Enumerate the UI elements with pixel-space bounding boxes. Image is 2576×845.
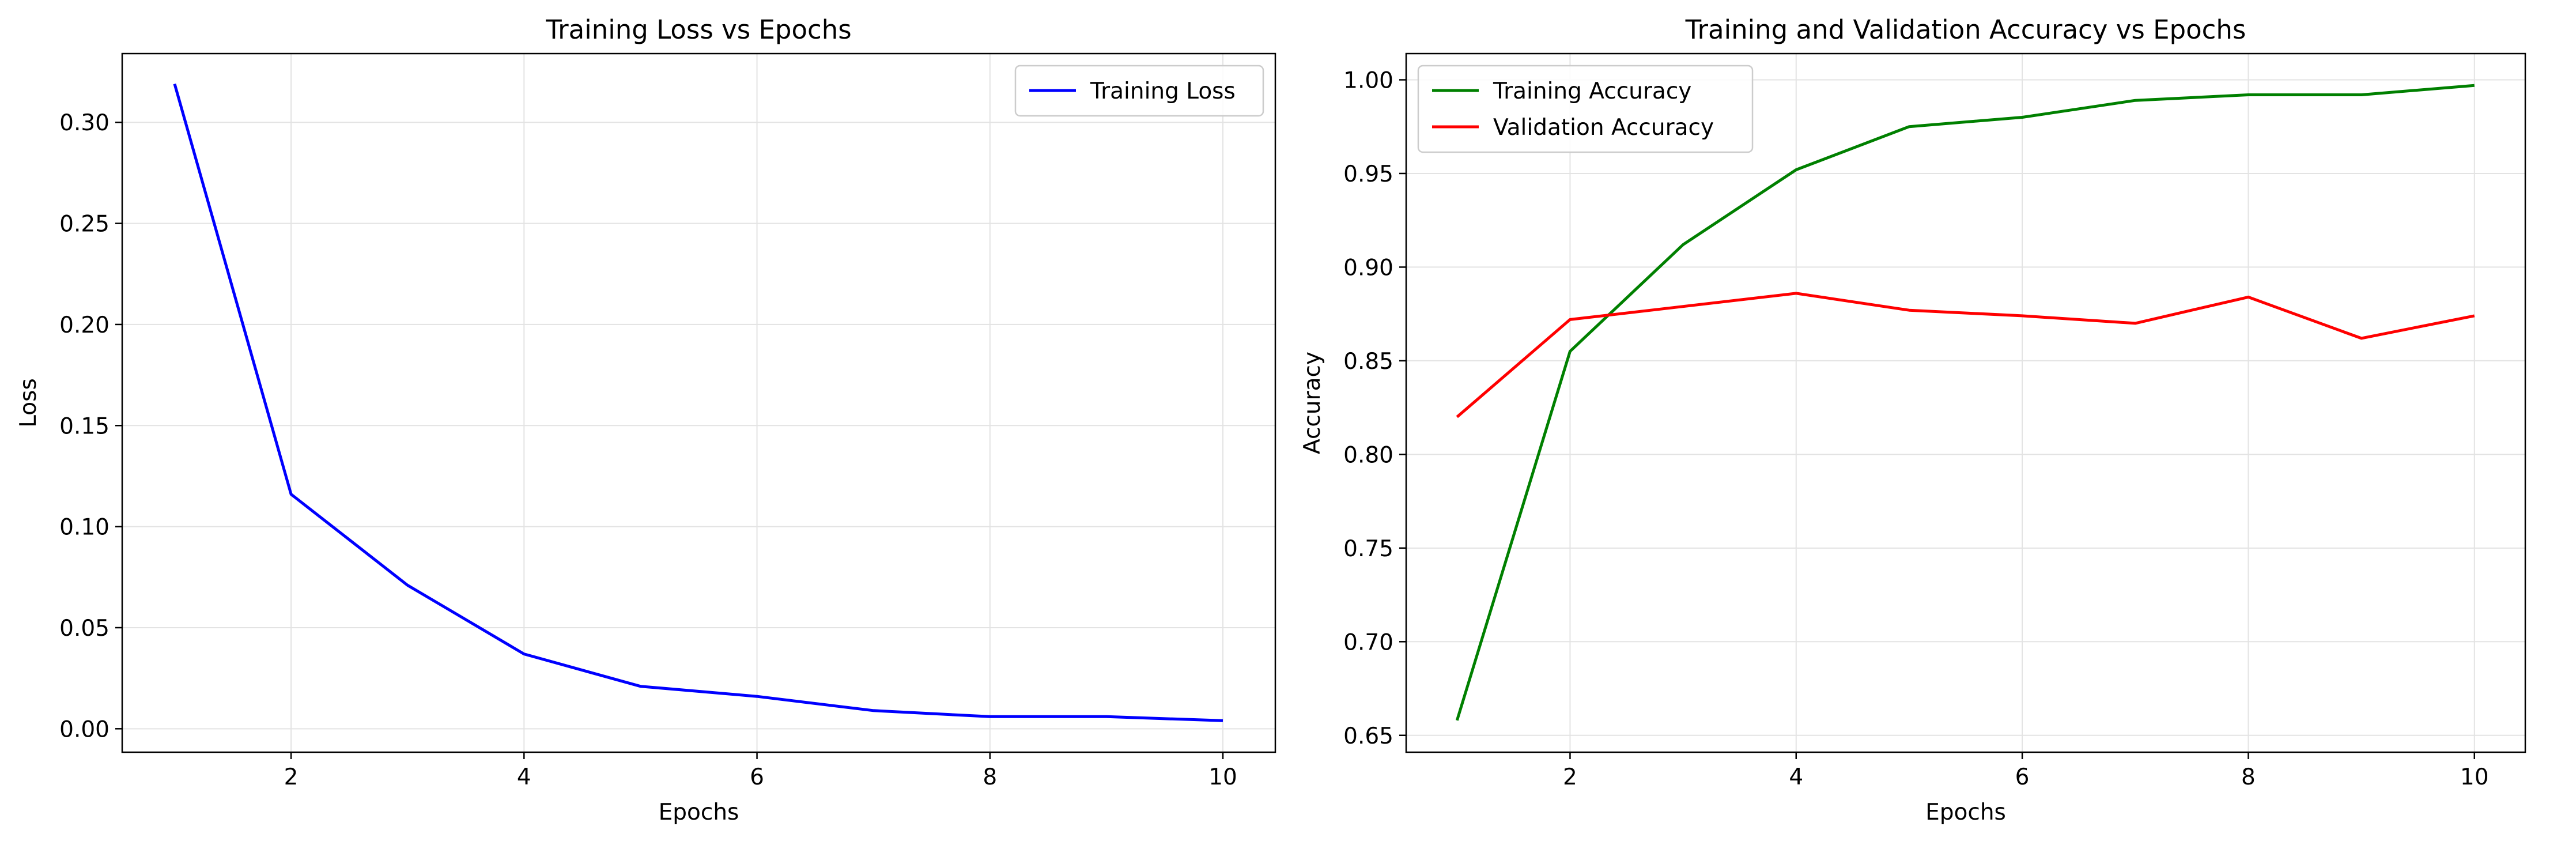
accuracy-chart: 2 4 6 8 10 0.65 0.70 0.75 0.80 0.85 0.90 0.95 1.00 Tr… — [1300, 14, 2526, 825]
loss-chart-title: Training Loss vs Epochs — [545, 14, 852, 45]
acc-xtick-label-2: 6 — [2015, 764, 2030, 790]
acc-legend-box — [1417, 65, 1754, 153]
acc-xtick-label-4: 10 — [2460, 764, 2489, 790]
loss-x-axis-label: Epochs — [659, 799, 739, 825]
loss-xtick-label-4: 10 — [1208, 764, 1237, 790]
acc-ytick-label-2: 0.75 — [1343, 536, 1393, 562]
loss-ytick-label-4: 0.20 — [59, 312, 109, 338]
acc-chart-title: Training and Validation Accuracy vs Epoc… — [1685, 14, 2246, 45]
loss-ytick-label-1: 0.05 — [59, 616, 109, 642]
loss-xtick-label-1: 4 — [517, 764, 531, 790]
loss-series-line-0 — [173, 83, 1223, 722]
acc-y-axis-label: Accuracy — [1300, 352, 1325, 454]
acc-ytick-label-4: 0.85 — [1343, 349, 1393, 375]
acc-series-line-0 — [1455, 84, 2475, 721]
loss-y-axis-label: Loss — [16, 378, 41, 428]
acc-series-line-1 — [1456, 292, 2475, 418]
acc-x-axis-label: Epochs — [1925, 799, 2006, 825]
acc-ytick-label-7: 1.00 — [1343, 67, 1393, 93]
loss-xtick-label-3: 8 — [983, 764, 997, 790]
acc-ytick-label-0: 0.65 — [1343, 723, 1393, 749]
loss-legend-box — [1014, 65, 1264, 117]
loss-xtick-label-2: 6 — [750, 764, 764, 790]
acc-plot-frame — [1405, 52, 2526, 753]
loss-ytick-label-0: 0.00 — [59, 716, 109, 742]
acc-ytick-label-1: 0.70 — [1343, 629, 1393, 655]
acc-xtick-label-3: 8 — [2241, 764, 2256, 790]
loss-ytick-label-5: 0.25 — [59, 212, 109, 237]
loss-ytick-label-6: 0.30 — [59, 110, 109, 136]
acc-ytick-label-5: 0.90 — [1343, 255, 1393, 281]
acc-xtick-label-1: 4 — [1789, 764, 1803, 790]
acc-legend-label-1: Validation Accuracy — [1493, 115, 1714, 141]
loss-ytick-label-3: 0.15 — [59, 413, 109, 439]
acc-ytick-label-6: 0.95 — [1343, 161, 1393, 187]
loss-legend-label-0: Training Loss — [1090, 78, 1236, 104]
loss-xtick-label-0: 2 — [284, 764, 299, 790]
acc-xtick-label-0: 2 — [1563, 764, 1577, 790]
acc-legend-label-0: Training Accuracy — [1493, 78, 1691, 104]
loss-chart: 2 4 6 8 10 0.00 0.05 0.10 0.15 0.20 0.25 0.30 Traini… — [16, 14, 1276, 825]
acc-legend: Training Accuracy Validation Accuracy — [1417, 65, 1754, 153]
acc-ytick-label-3: 0.80 — [1343, 442, 1393, 468]
loss-legend: Training Loss — [1014, 65, 1264, 117]
loss-plot-frame — [121, 52, 1276, 753]
loss-ytick-label-2: 0.10 — [59, 515, 109, 541]
